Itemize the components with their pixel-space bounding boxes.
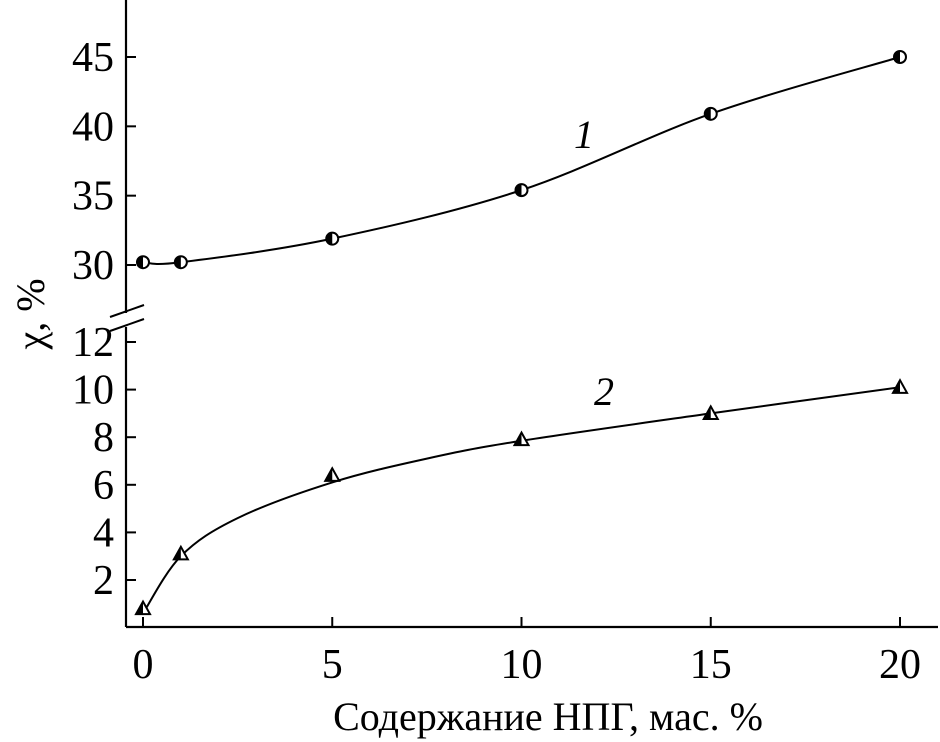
y-tick-label-upper: 30	[72, 243, 114, 289]
series-1-label: 1	[574, 112, 594, 157]
y-tick-label-lower: 6	[93, 463, 114, 509]
labels: 12	[574, 112, 614, 414]
series-1-point	[325, 231, 340, 246]
y-tick-label-lower: 12	[72, 320, 114, 366]
series-1-point	[893, 50, 907, 64]
series-1-point	[514, 183, 529, 198]
series-1-point	[703, 106, 718, 121]
series-2-label: 2	[594, 369, 614, 414]
markers	[134, 50, 909, 616]
series-2-point	[891, 378, 909, 394]
series-1-point	[136, 255, 150, 270]
series-2-point	[512, 430, 531, 447]
series-1-curve	[142, 56, 901, 265]
x-tick-label: 20	[879, 642, 921, 688]
series-2-point	[172, 544, 190, 561]
curves	[142, 56, 901, 614]
axes	[109, 0, 938, 629]
x-tick-label: 0	[133, 642, 154, 688]
x-tick-label: 5	[322, 642, 343, 688]
y-axis-title: χ, %	[8, 278, 53, 350]
x-tick-label: 15	[690, 642, 732, 688]
series-2-point	[323, 466, 341, 482]
y-tick-label-upper: 35	[72, 174, 114, 220]
series-1-point	[173, 255, 188, 270]
axis-break-mark	[109, 304, 145, 332]
y-tick-label-lower: 8	[93, 415, 114, 461]
series-2-curve	[142, 386, 901, 614]
series-2-point	[134, 599, 152, 616]
x-tick-label: 10	[501, 642, 543, 688]
y-tick-label-upper: 40	[72, 104, 114, 150]
y-tick-label-lower: 4	[93, 510, 114, 556]
x-axis-title: Содержание НПГ, мас. %	[333, 694, 763, 739]
y-tick-label-upper: 45	[72, 35, 114, 81]
y-tick-label-lower: 2	[93, 558, 114, 604]
y-tick-label-lower: 10	[72, 368, 114, 414]
series-2-point	[702, 404, 720, 420]
